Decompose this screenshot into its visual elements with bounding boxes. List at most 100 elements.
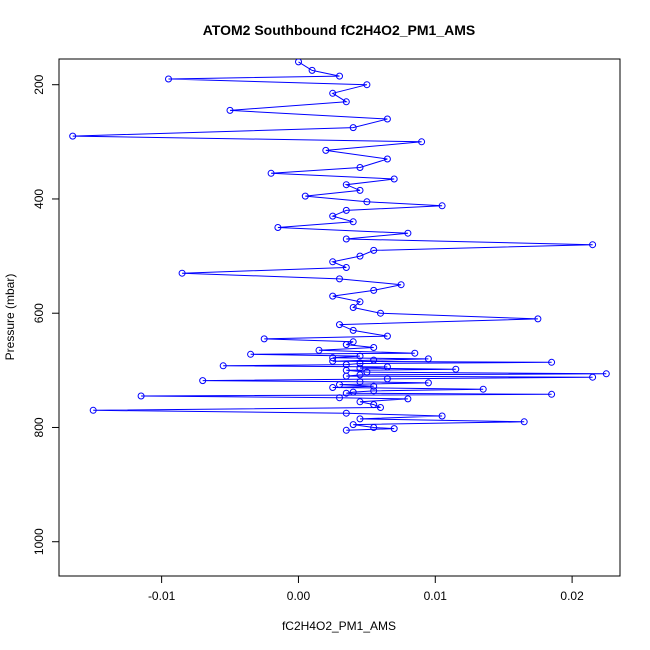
data-point bbox=[342, 389, 350, 397]
y-tick-label: 400 bbox=[32, 189, 46, 209]
data-point bbox=[336, 321, 343, 329]
data-point bbox=[267, 169, 275, 177]
data-point bbox=[418, 138, 426, 146]
data-point bbox=[329, 354, 337, 362]
data-point bbox=[383, 115, 391, 123]
data-point bbox=[178, 269, 186, 277]
y-tick-label: 200 bbox=[32, 74, 46, 94]
data-point bbox=[342, 98, 350, 106]
data-point bbox=[390, 425, 398, 433]
data-point bbox=[370, 424, 378, 431]
data-point bbox=[336, 394, 343, 402]
data-point bbox=[390, 175, 398, 183]
data-point bbox=[370, 286, 378, 294]
data-point bbox=[424, 379, 432, 387]
data-point bbox=[397, 281, 405, 289]
data-point bbox=[336, 72, 343, 80]
data-point bbox=[342, 181, 350, 189]
data-point bbox=[363, 81, 371, 89]
data-point bbox=[370, 356, 378, 364]
data-point bbox=[342, 409, 350, 417]
data-point bbox=[356, 364, 364, 372]
data-point bbox=[308, 66, 316, 74]
data-point bbox=[342, 235, 350, 243]
x-axis: -0.01 0.00 0.01 0.02 bbox=[148, 576, 584, 603]
data-point bbox=[602, 370, 610, 378]
data-point bbox=[377, 404, 384, 411]
data-point bbox=[342, 372, 350, 380]
y-axis: 200 400 600 800 1000 bbox=[32, 74, 59, 555]
y-tick-label: 600 bbox=[32, 303, 46, 323]
data-point bbox=[356, 186, 364, 194]
data-point bbox=[226, 106, 234, 114]
data-point bbox=[383, 155, 391, 163]
data-point bbox=[329, 258, 337, 266]
data-point bbox=[342, 426, 350, 434]
data-point bbox=[322, 146, 330, 154]
data-point bbox=[165, 75, 172, 83]
data-point bbox=[383, 363, 391, 371]
data-point bbox=[363, 198, 371, 206]
data-point bbox=[356, 298, 364, 306]
data-point bbox=[349, 338, 357, 346]
data-point bbox=[336, 381, 343, 389]
data-point bbox=[315, 346, 323, 354]
data-point bbox=[370, 382, 378, 390]
data-point bbox=[548, 390, 556, 398]
data-point bbox=[342, 341, 350, 349]
data-point bbox=[219, 362, 227, 370]
x-tick-label: 0.00 bbox=[287, 589, 311, 603]
data-point bbox=[89, 406, 97, 414]
data-point bbox=[274, 224, 282, 231]
data-point bbox=[199, 377, 207, 385]
data-point bbox=[349, 388, 357, 396]
y-axis-label: Pressure (mbar) bbox=[3, 274, 17, 361]
y-tick-label: 1000 bbox=[32, 528, 46, 555]
data-point bbox=[349, 326, 357, 334]
series-line bbox=[72, 61, 607, 431]
data-point bbox=[363, 368, 371, 376]
data-point bbox=[370, 387, 378, 395]
data-point bbox=[548, 358, 556, 366]
data-point bbox=[383, 375, 391, 383]
data-point bbox=[329, 292, 337, 300]
data-point bbox=[404, 229, 412, 237]
data-point bbox=[342, 206, 350, 214]
data-point bbox=[137, 392, 145, 400]
x-axis-label: fC2H4O2_PM1_AMS bbox=[282, 619, 396, 633]
data-series bbox=[69, 59, 610, 434]
data-point bbox=[356, 360, 364, 367]
data-point bbox=[438, 412, 446, 420]
data-point bbox=[411, 349, 419, 357]
data-point bbox=[383, 332, 391, 340]
data-point bbox=[479, 385, 487, 393]
y-tick-label: 800 bbox=[32, 417, 46, 437]
data-point bbox=[356, 398, 364, 406]
plot-frame bbox=[58, 58, 621, 577]
data-point bbox=[370, 344, 378, 351]
data-point bbox=[295, 59, 302, 66]
data-point bbox=[520, 418, 528, 426]
data-point bbox=[329, 212, 337, 220]
data-point bbox=[260, 335, 268, 343]
data-point bbox=[404, 395, 412, 403]
x-tick-label: 0.01 bbox=[424, 589, 448, 603]
data-point bbox=[336, 275, 343, 283]
data-point bbox=[301, 192, 309, 200]
data-point bbox=[329, 357, 337, 365]
data-point bbox=[370, 246, 378, 254]
data-point bbox=[349, 218, 357, 226]
data-point bbox=[356, 415, 364, 423]
data-point bbox=[377, 309, 384, 317]
data-point bbox=[370, 401, 378, 409]
data-point bbox=[589, 373, 597, 381]
data-point bbox=[329, 384, 337, 391]
data-point bbox=[534, 315, 542, 323]
data-point bbox=[69, 132, 77, 140]
data-point bbox=[589, 241, 597, 249]
data-point bbox=[356, 164, 364, 171]
data-point bbox=[438, 202, 446, 210]
data-point bbox=[452, 365, 460, 373]
data-point bbox=[247, 350, 255, 358]
